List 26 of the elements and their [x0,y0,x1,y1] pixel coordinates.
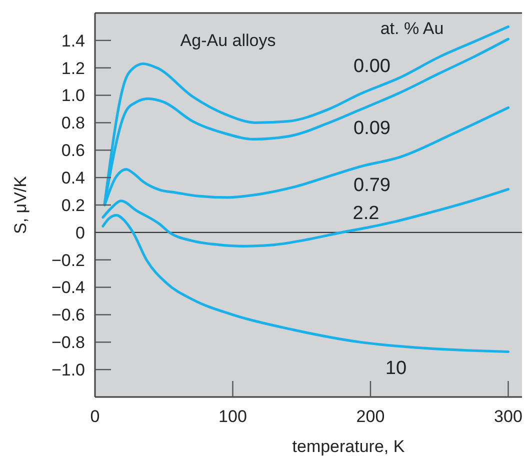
series-label: 2.2 [352,203,380,224]
y-tick-label: 0.2 [61,196,85,215]
y-tick-label: 0.4 [61,168,85,188]
series-label: 0.00 [354,56,390,77]
x-tick-label: 0 [90,407,100,426]
annotation: Ag-Au alloys [180,31,276,50]
y-tick-label: 0.8 [61,114,85,133]
x-tick-label: 200 [356,407,385,426]
y-tick-label: −1.0 [51,360,85,380]
x-axis-title: temperature, K [292,437,406,456]
y-tick-label: 0 [76,223,85,242]
legend-title: at. % Au [380,19,444,38]
y-axis-title: S, μV/K [11,175,30,234]
y-tick-label: −0.2 [51,250,85,270]
y-tick-label: 0.6 [61,141,85,160]
series-label: 0.79 [354,175,390,196]
y-tick-label: −0.4 [51,278,85,298]
y-tick-label: −0.8 [51,333,85,352]
series-label: 10 [385,358,407,379]
series-label: 0.09 [354,118,390,139]
y-tick-label: 1.2 [61,58,85,78]
y-tick-label: 1.4 [61,31,85,50]
y-tick-label: 1.0 [61,86,85,106]
x-tick-label: 300 [494,407,522,426]
y-tick-label: −0.6 [51,306,85,325]
x-tick-label: 100 [218,407,247,426]
